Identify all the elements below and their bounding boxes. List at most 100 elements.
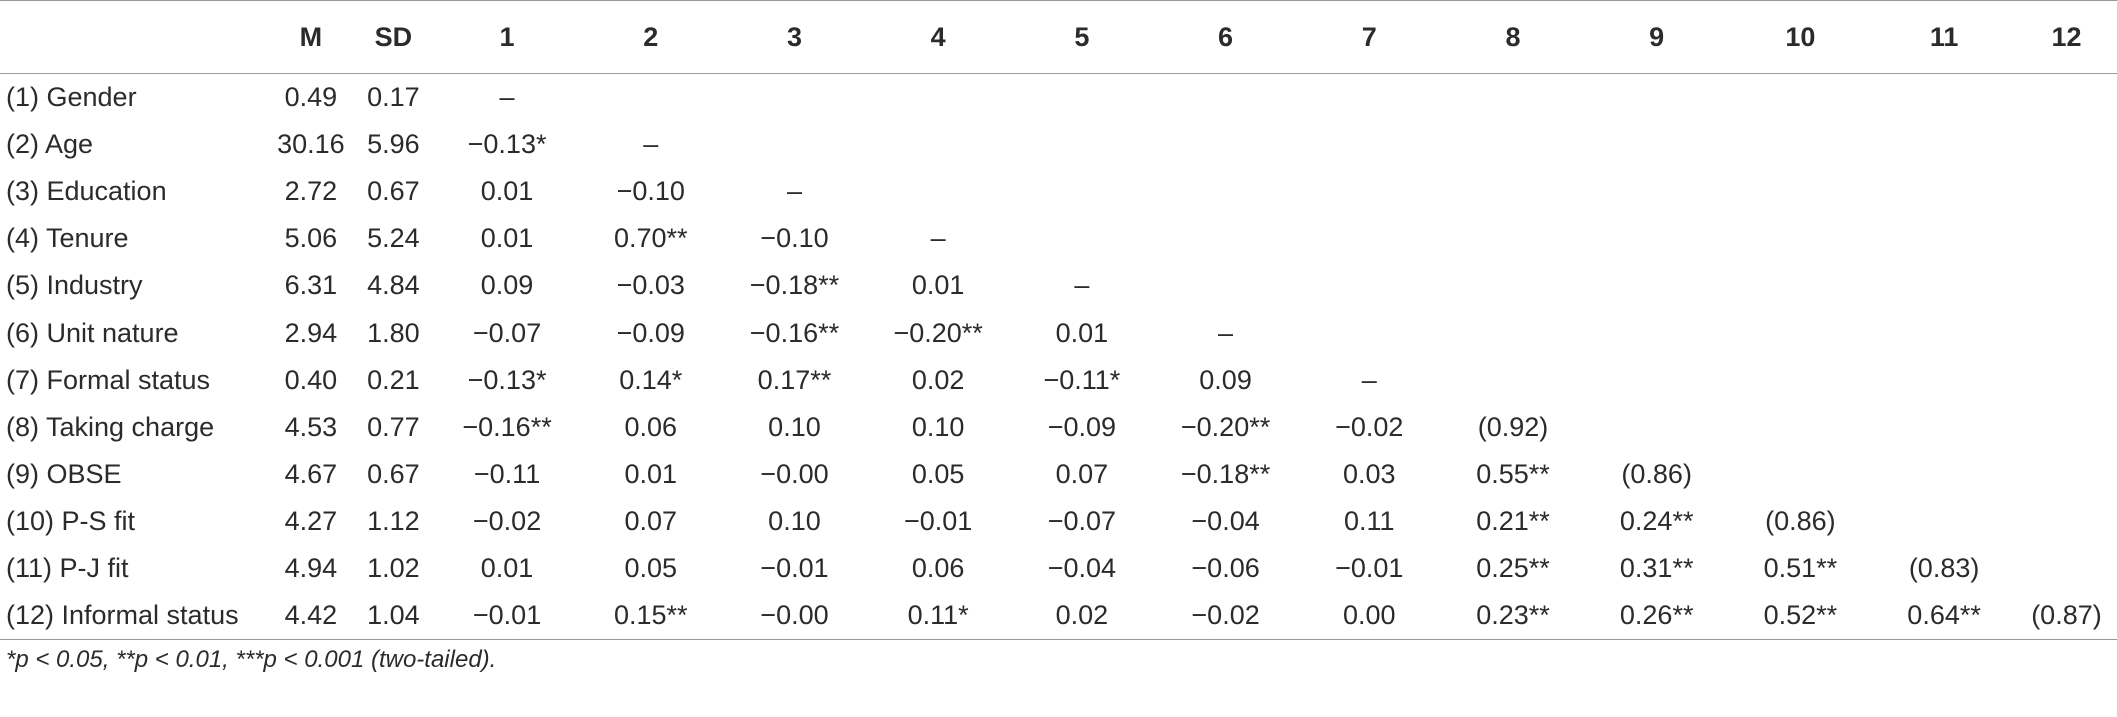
row-label: (2) Age [6, 128, 94, 159]
table-cell [866, 121, 1010, 168]
row-label: (6) Unit nature [6, 317, 179, 348]
row-label: (5) Industry [6, 270, 143, 301]
header-cell: SD [351, 0, 436, 74]
table-cell [1872, 262, 2016, 309]
table-cell: 0.03 [1342, 459, 1396, 490]
table-cell: 0.01 [480, 175, 534, 206]
table-cell [1441, 262, 1585, 309]
table-cell: 0.01 [480, 553, 534, 584]
table-cell: −0.07 [472, 317, 542, 348]
table-cell: −0.16** [749, 317, 840, 348]
table-cell [1154, 168, 1298, 215]
correlation-table: M SD 1 2 3 4 5 6 7 8 9 10 11 12 (1) Gender 0.49 0.17– (2… [0, 0, 2117, 641]
table-cell [1441, 168, 1585, 215]
table-row: (7) Formal status 0.40 0.21 −0.13* 0.14* 0.17… [0, 357, 2117, 404]
table-cell [1010, 74, 1154, 121]
header-cell: M [270, 0, 352, 74]
table-cell: 0.64** [1872, 592, 2016, 641]
table-cell: 0.26** [1584, 592, 1729, 641]
table-cell [1441, 74, 1585, 121]
table-cell: 0.10 [768, 411, 821, 442]
table-cell [1154, 121, 1298, 168]
table-cell [1872, 74, 2016, 121]
table-cell [2016, 545, 2117, 592]
table-cell: 0.10 [911, 411, 965, 442]
table-cell [1441, 309, 1585, 356]
table-cell: 0.06 [911, 553, 965, 584]
table-cell: −0.06 [1191, 553, 1260, 584]
row-label: (9) OBSE [6, 459, 122, 490]
table-cell: −0.01 [760, 553, 829, 584]
table-cell: −0.02 [1153, 592, 1298, 641]
table-header-row: M SD 1 2 3 4 5 6 7 8 9 10 11 12 [0, 0, 2117, 74]
table-cell [1729, 262, 1873, 309]
table-cell: 0.40 [284, 364, 338, 395]
table-cell [1297, 121, 1441, 168]
table-cell [1872, 168, 2016, 215]
table-cell: 0.52** [1728, 592, 1873, 641]
table-cell: (0.83) [1908, 553, 1980, 584]
table-cell: 0.10 [768, 506, 821, 537]
table-cell: 0.09 [480, 270, 534, 301]
table-cell: 2.94 [284, 317, 338, 348]
table-cell [2016, 404, 2117, 451]
table-cell: 0.70** [613, 223, 688, 254]
table-cell: 2.72 [284, 175, 338, 206]
table-cell [1297, 168, 1441, 215]
table-cell: 1.80 [367, 317, 420, 348]
table-row: (1) Gender 0.49 0.17 – [0, 74, 2117, 121]
table-cell [1872, 404, 2016, 451]
table-cell: 1.04 [351, 592, 436, 641]
table-cell: (0.86) [1621, 459, 1692, 490]
table-cell: 5.96 [367, 128, 420, 159]
header-cell: 8 [1441, 0, 1585, 74]
table-cell: 0.02 [911, 364, 965, 395]
table-cell [2016, 215, 2117, 262]
header-cell: 1 [435, 0, 579, 74]
table-cell: −0.02 [1335, 411, 1404, 442]
table-cell: 5.24 [367, 223, 420, 254]
table-cell: 0.49 [284, 81, 338, 112]
table-row: (6) Unit nature 2.94 1.80 −0.07 −0.09 −0.16**… [0, 309, 2117, 356]
table-row: (8) Taking charge 4.53 0.77 −0.16** 0.06 0.10… [0, 404, 2117, 451]
table-cell [1154, 262, 1298, 309]
table-cell: −0.01 [1335, 553, 1404, 584]
table-cell [1729, 168, 1873, 215]
table-cell: 4.27 [284, 506, 338, 537]
table-row: (10) P-S fit 4.27 1.12 −0.02 0.07 0.10 −0.01 −0… [0, 498, 2117, 545]
header-cell: 3 [722, 0, 867, 74]
table-cell: 0.17** [757, 364, 832, 395]
table-cell: 6.31 [284, 270, 338, 301]
table-cell: 0.31** [1619, 553, 1694, 584]
table-cell: −0.10 [616, 175, 685, 206]
table-cell: 0.67 [367, 175, 420, 206]
table-cell: 0.67 [367, 459, 420, 490]
table-cell: −0.11* [1043, 364, 1121, 395]
table-cell: −0.01 [904, 506, 973, 537]
table-cell [1585, 404, 1729, 451]
table-cell: 0.17 [367, 81, 420, 112]
table-row: (12) Informal status 4.42 1.04 −0.01 0.15** −… [0, 592, 2117, 641]
table-cell: (0.87) [2015, 592, 2117, 641]
table-cell: 0.11* [866, 592, 1011, 641]
table-footnote: *p < 0.05, **p < 0.01, ***p < 0.001 (two… [6, 646, 497, 673]
table-cell [1872, 121, 2016, 168]
header-cell: 9 [1584, 0, 1729, 74]
row-label: (11) P-J fit [6, 553, 129, 584]
table-cell: – [643, 128, 659, 159]
table-cell: 4.53 [284, 411, 338, 442]
table-cell [1585, 309, 1729, 356]
table-cell [1729, 451, 1873, 498]
table-body: (1) Gender 0.49 0.17 – (2) Age 30.16 5.96 −0.13… [0, 74, 2117, 641]
header-cell: 11 [1872, 0, 2016, 74]
table-cell [1441, 121, 1585, 168]
table-cell [1441, 215, 1585, 262]
table-cell [723, 74, 867, 121]
table-cell: −0.16** [462, 411, 552, 442]
table-cell: – [1361, 364, 1377, 395]
row-label: (1) Gender [6, 81, 137, 112]
table-cell [1585, 168, 1729, 215]
row-label: (7) Formal status [6, 364, 211, 395]
table-cell: 1.02 [367, 553, 420, 584]
table-row: (5) Industry 6.31 4.84 0.09 −0.03 −0.18** 0.01… [0, 262, 2117, 309]
